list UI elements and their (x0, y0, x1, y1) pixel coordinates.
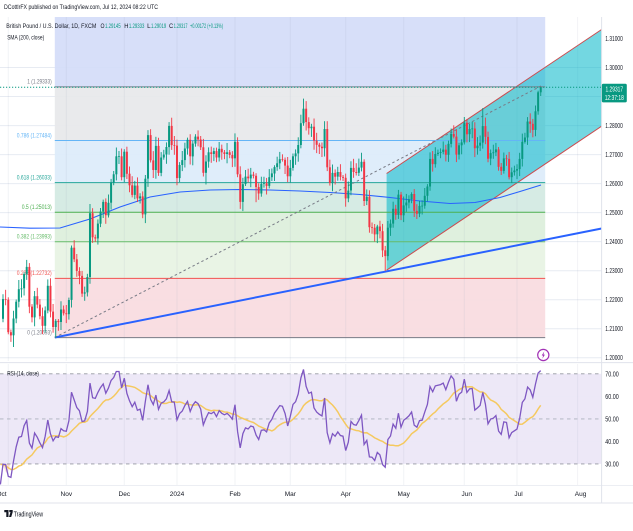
svg-text:1.23000: 1.23000 (605, 268, 623, 275)
svg-text:1.30000: 1.30000 (605, 65, 623, 72)
svg-text:TradingView: TradingView (14, 510, 44, 519)
svg-text:0 (1.20693): 0 (1.20693) (27, 330, 51, 336)
svg-text:1.29317: 1.29317 (174, 24, 188, 30)
svg-text:70.00: 70.00 (605, 371, 618, 378)
svg-text:1.24000: 1.24000 (605, 239, 623, 246)
svg-text:40.00: 40.00 (605, 439, 618, 446)
svg-text:Mar: Mar (285, 491, 297, 498)
svg-text:SMA (200, close): SMA (200, close) (7, 35, 44, 41)
svg-text:0.618 (1.26033): 0.618 (1.26033) (17, 175, 52, 181)
svg-text:Nov: Nov (61, 491, 73, 498)
svg-text:1 (1.29333): 1 (1.29333) (27, 80, 51, 86)
svg-text:0.382 (1.23993): 0.382 (1.23993) (17, 235, 52, 241)
svg-text:+0.00172 (+0.13%): +0.00172 (+0.13%) (190, 24, 223, 30)
svg-text:1.29333: 1.29333 (129, 24, 145, 30)
svg-text:12:37:18: 12:37:18 (605, 95, 624, 102)
svg-text:1.27000: 1.27000 (605, 152, 623, 159)
svg-text:1.21000: 1.21000 (605, 326, 623, 333)
svg-text:60.00: 60.00 (605, 394, 618, 401)
svg-text:Apr: Apr (341, 491, 352, 498)
svg-text:1.20000: 1.20000 (605, 355, 623, 362)
svg-text:2024: 2024 (170, 491, 185, 498)
svg-text:50.00: 50.00 (605, 416, 618, 423)
svg-text:0.5 (1.25013): 0.5 (1.25013) (22, 205, 52, 211)
svg-text:L: L (147, 24, 151, 30)
svg-text:C: C (169, 24, 174, 30)
svg-text:May: May (398, 491, 411, 498)
svg-text:Jun: Jun (461, 491, 472, 498)
svg-text:H: H (124, 24, 128, 30)
svg-text:1.31000: 1.31000 (605, 36, 623, 43)
svg-text:30.00: 30.00 (605, 461, 618, 468)
svg-text:Jul: Jul (514, 491, 523, 498)
svg-text:Oct: Oct (0, 491, 7, 498)
svg-text:1.29019: 1.29019 (151, 24, 167, 30)
svg-text:1.28000: 1.28000 (605, 123, 623, 130)
svg-text:O: O (101, 24, 105, 30)
svg-text:0.786 (1.27484): 0.786 (1.27484) (17, 133, 52, 139)
svg-text:DCottlrFX published on Trading: DCottlrFX published on TradingView.com, … (4, 4, 158, 11)
svg-text:1.29317: 1.29317 (606, 87, 624, 94)
svg-text:Aug: Aug (575, 491, 587, 498)
svg-text:British Pound / U.S. Dollar, 1: British Pound / U.S. Dollar, 1D, FXCM (6, 24, 96, 30)
svg-text:Feb: Feb (229, 491, 241, 498)
svg-text:1.26000: 1.26000 (605, 181, 623, 188)
svg-text:RSI (14, close): RSI (14, close) (7, 372, 39, 378)
svg-text:Dec: Dec (119, 491, 131, 498)
svg-text:1.25000: 1.25000 (605, 210, 623, 217)
svg-text:1.29145: 1.29145 (105, 24, 121, 30)
svg-text:1.22000: 1.22000 (605, 297, 623, 304)
svg-text:0.236 (1.22732): 0.236 (1.22732) (17, 271, 52, 277)
